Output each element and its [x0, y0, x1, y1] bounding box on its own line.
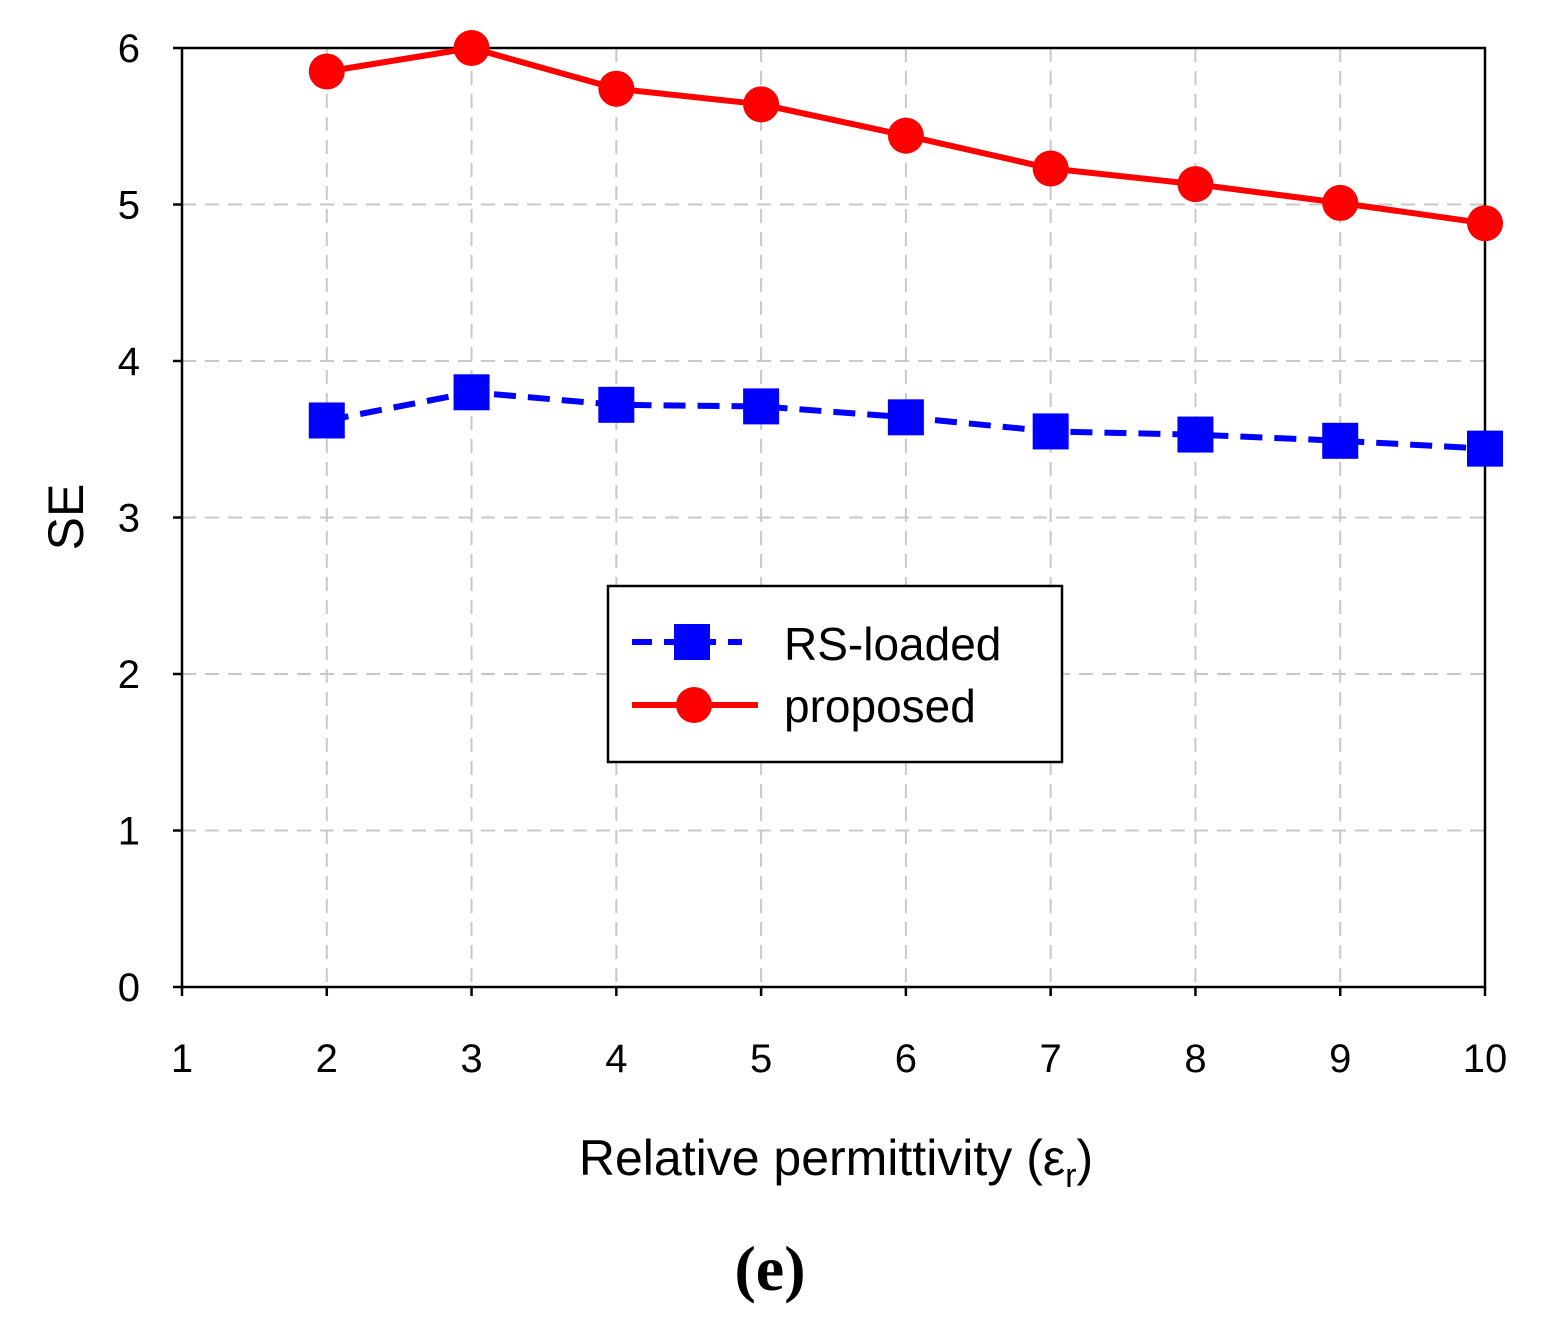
x-tick-label: 10: [1463, 1037, 1508, 1081]
x-tick-label: 7: [1040, 1037, 1062, 1081]
legend-label-proposed: proposed: [784, 680, 976, 732]
legend: RS-loaded proposed: [606, 584, 1064, 764]
data-point-proposed: [453, 30, 490, 66]
x-tick-label: 5: [750, 1037, 772, 1081]
data-point-proposed: [1467, 205, 1503, 242]
legend-marker-rs-loaded: [674, 624, 710, 660]
data-point-rs-loaded: [1467, 430, 1503, 467]
legend-box: [606, 584, 1064, 764]
x-axis-title-subscript: r: [1065, 1157, 1076, 1195]
data-point-proposed: [887, 117, 924, 154]
x-axis-title-main: Relative permittivity (ε: [579, 1130, 1065, 1186]
data-point-rs-loaded: [887, 399, 924, 436]
data-point-rs-loaded: [598, 386, 635, 423]
x-axis-title-close: ): [1076, 1130, 1093, 1186]
data-point-proposed: [308, 53, 345, 90]
series-layer: [308, 30, 1503, 467]
y-tick-label: 3: [118, 497, 140, 541]
data-point-proposed: [598, 70, 635, 107]
data-point-rs-loaded: [1177, 416, 1214, 453]
panel-label: (e): [734, 1233, 805, 1304]
legend-label-rs-loaded: RS-loaded: [784, 618, 1001, 670]
x-tick-label: 6: [895, 1037, 917, 1081]
x-tick-label: 2: [316, 1037, 338, 1081]
y-tick-label: 6: [118, 27, 140, 71]
legend-marker-proposed: [676, 687, 712, 723]
data-point-rs-loaded: [308, 402, 345, 439]
data-point-rs-loaded: [453, 374, 490, 411]
y-tick-label: 1: [118, 810, 140, 854]
gridlines: [182, 48, 1485, 987]
x-tick-label: 4: [605, 1037, 627, 1081]
data-point-proposed: [743, 86, 780, 123]
y-tick-label: 0: [118, 966, 140, 1010]
data-point-proposed: [1032, 150, 1069, 187]
data-point-rs-loaded: [1322, 422, 1359, 459]
x-tick-label: 1: [171, 1037, 193, 1081]
data-point-rs-loaded: [743, 388, 780, 425]
y-tick-label: 2: [118, 653, 140, 697]
x-axis-title: Relative permittivity (εr): [579, 1130, 1093, 1195]
x-tick-label: 9: [1329, 1037, 1351, 1081]
y-axis-title: SE: [38, 484, 94, 551]
x-tick-label: 3: [460, 1037, 482, 1081]
data-point-proposed: [1177, 166, 1214, 203]
data-point-proposed: [1322, 184, 1359, 221]
data-point-rs-loaded: [1032, 413, 1069, 450]
y-tick-label: 5: [118, 184, 140, 228]
y-tick-label: 4: [118, 340, 140, 384]
x-tick-label: 8: [1184, 1037, 1206, 1081]
